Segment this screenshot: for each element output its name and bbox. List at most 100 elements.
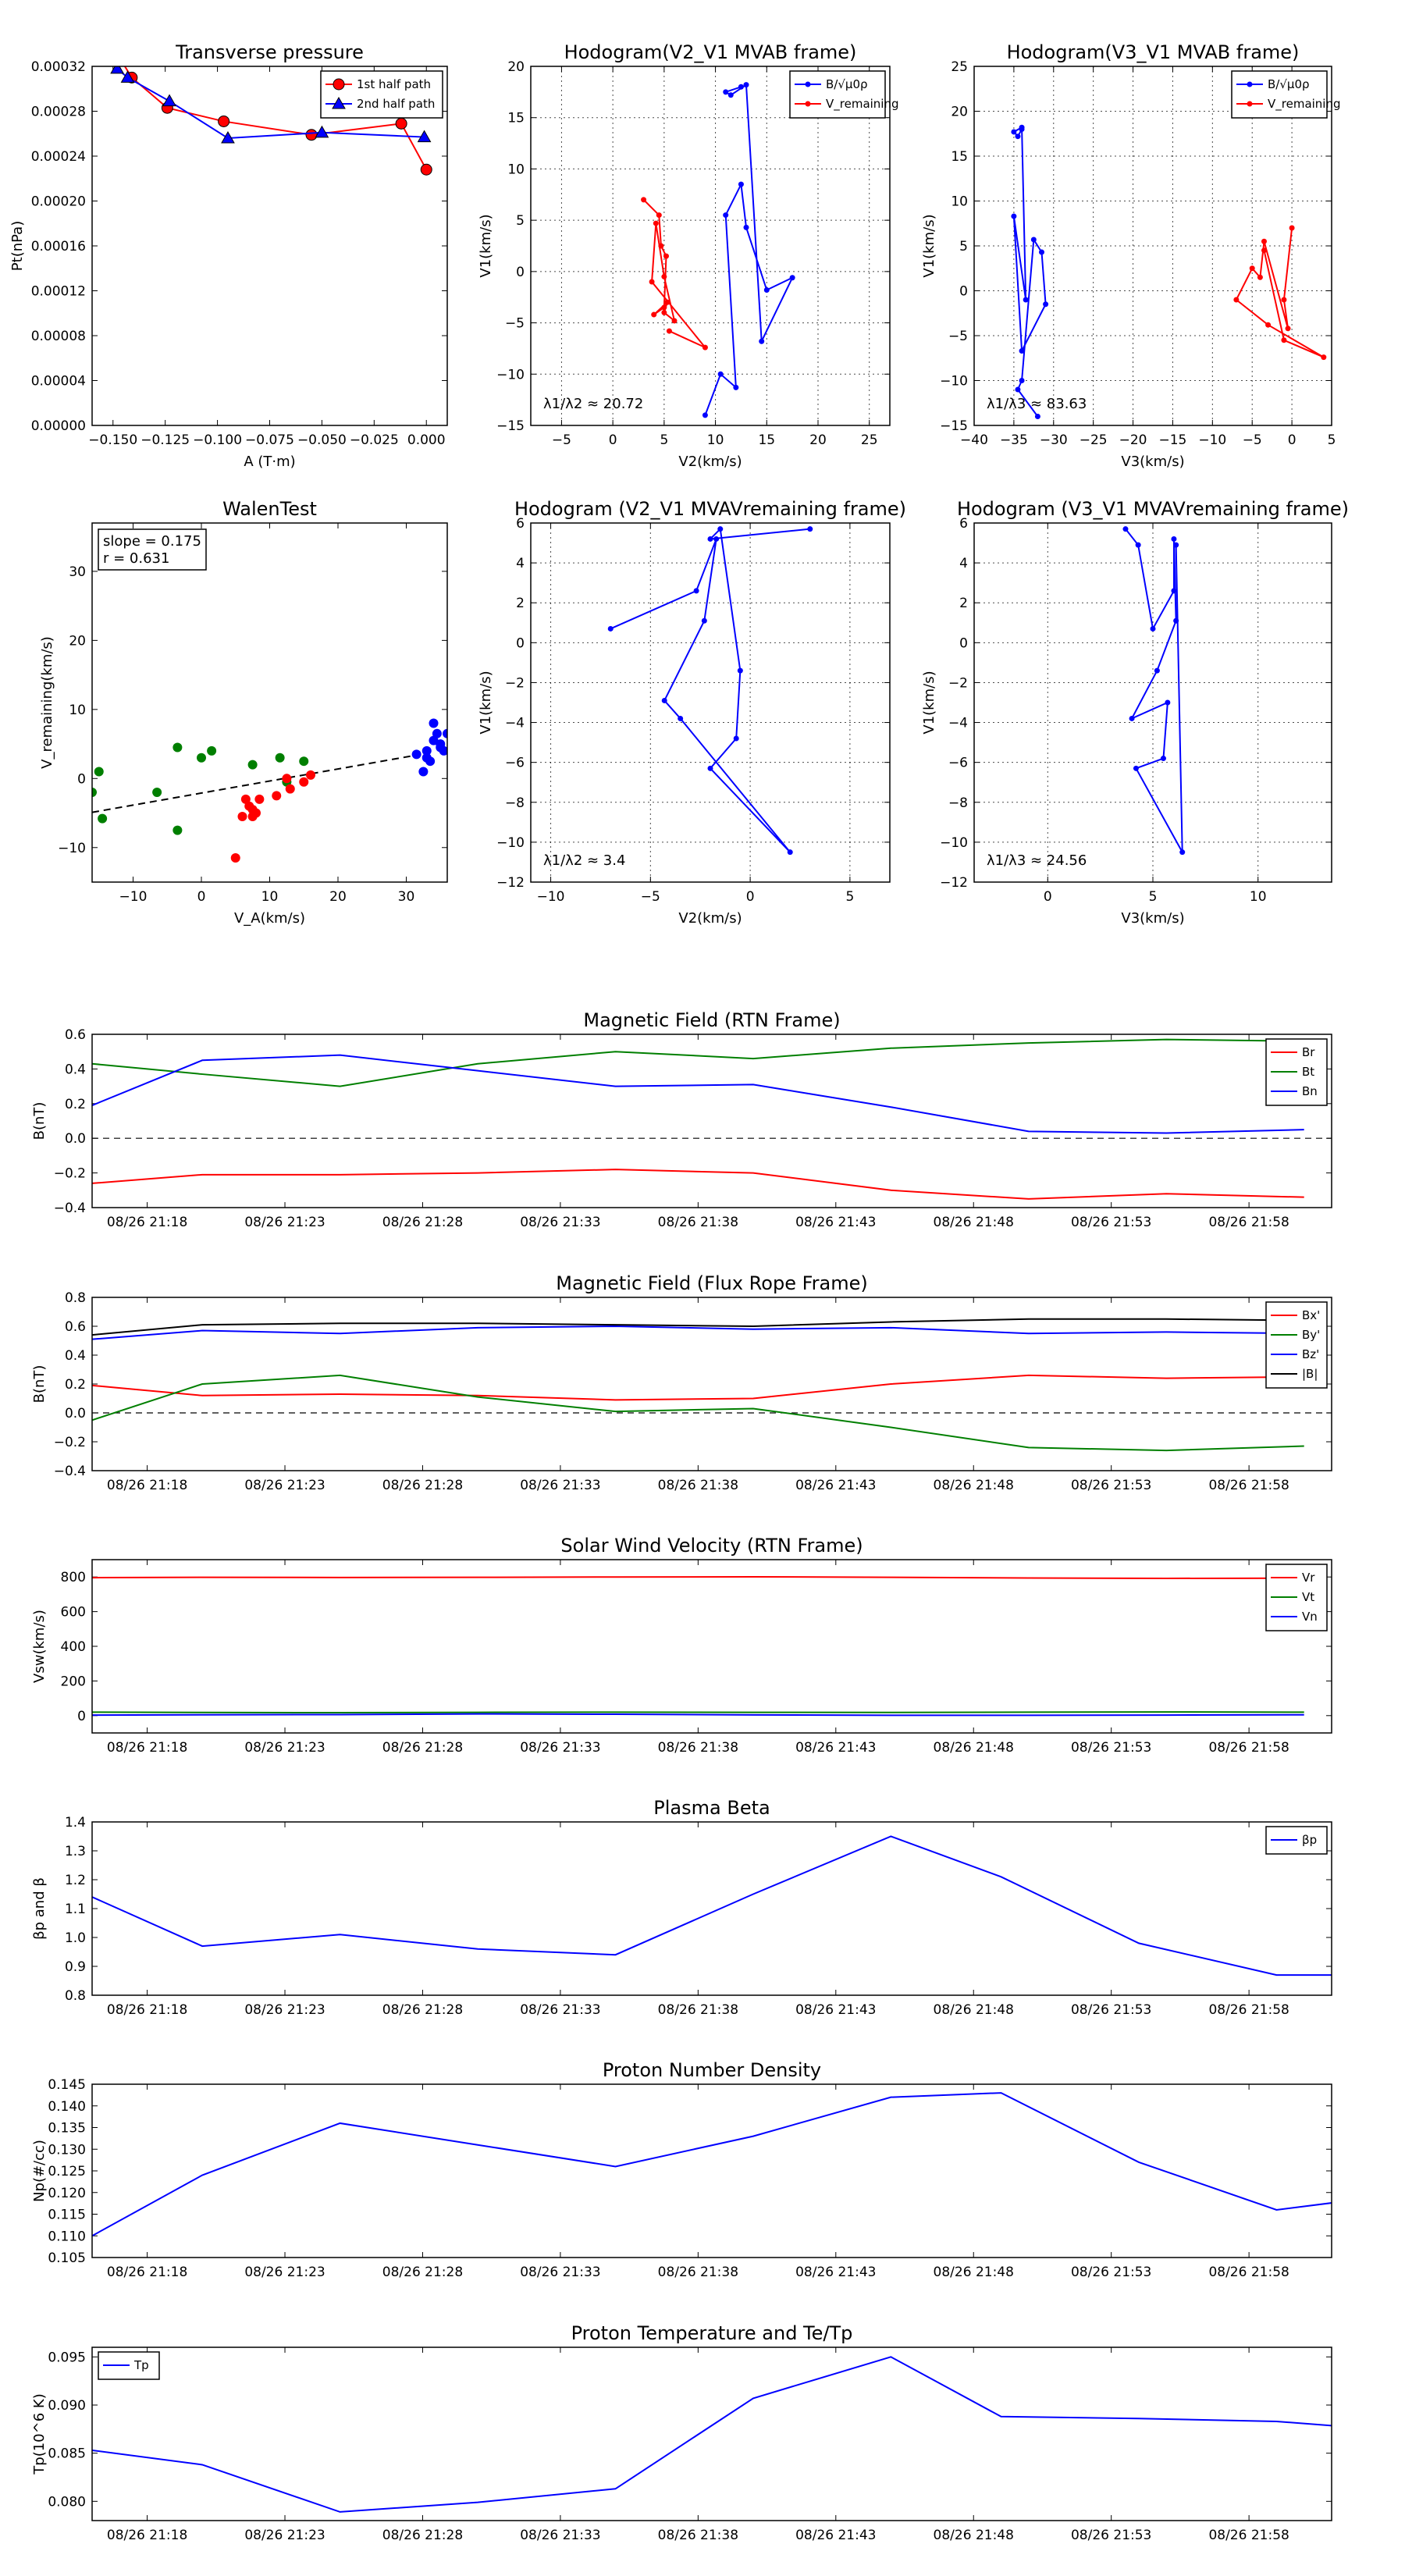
data-point	[807, 526, 813, 532]
y-tick-label: −5	[505, 316, 525, 332]
data-point	[789, 275, 795, 281]
data-point	[94, 767, 104, 777]
x-tick-label: 08/26 21:53	[1071, 2528, 1151, 2543]
y-tick-label: 6	[516, 516, 525, 532]
data-point	[306, 770, 315, 780]
x-tick-label: 08/26 21:43	[795, 2265, 876, 2280]
y-tick-label: 0	[77, 771, 86, 787]
chart-title: Plasma Beta	[653, 1797, 770, 1819]
data-point	[1034, 414, 1040, 419]
y-tick-label: 0.6	[65, 1319, 86, 1335]
x-tick-label: 10	[1250, 889, 1267, 905]
x-tick-label: 08/26 21:33	[520, 2002, 600, 2018]
plot-area	[92, 718, 447, 863]
annotation: λ1/λ3 ≈ 24.56	[987, 852, 1087, 869]
x-axis-label: V_A(km/s)	[234, 910, 305, 927]
y-tick-label: 0.140	[48, 2099, 86, 2115]
chart-10: Plasma Beta 08/26 21:18 08/26 21:23 08/26 2…	[31, 1797, 1332, 2018]
chart-1: Transverse pressure−0.150 −0.125 −0.100 −0.…	[9, 41, 448, 470]
legend: B/√μ0ρ V_remaining	[1231, 70, 1341, 119]
chart-title: Transverse pressure	[175, 41, 364, 63]
data-point	[299, 777, 309, 787]
axes-frame	[530, 66, 891, 426]
y-tick-label: 200	[61, 1674, 86, 1689]
legend-label: B/√μ0ρ	[1268, 77, 1310, 91]
chart-12: Proton Temperature and Te/Tp 08/26 21:18 0…	[31, 2322, 1332, 2543]
y-tick-label: 800	[61, 1570, 86, 1585]
x-tick-label: −5	[641, 889, 660, 905]
x-tick-label: −20	[1119, 432, 1147, 448]
x-tick-label: 08/26 21:48	[934, 2265, 1014, 2280]
data-point	[607, 625, 614, 632]
data-point	[1171, 535, 1177, 542]
x-tick-label: 08/26 21:48	[934, 1215, 1014, 1230]
x-tick-label: −0.075	[245, 432, 294, 448]
y-tick-label: −0.2	[54, 1166, 86, 1182]
data-point	[429, 718, 439, 728]
data-point	[1247, 101, 1253, 107]
data-point	[1150, 625, 1156, 632]
chart-title: Magnetic Field (RTN Frame)	[583, 1009, 840, 1031]
y-tick-label: −4	[505, 716, 525, 731]
chart-title: Hodogram (V3_V1 MVAVremaining frame)	[957, 498, 1349, 520]
data-point	[315, 125, 329, 138]
data-point	[717, 371, 724, 377]
data-point	[422, 745, 432, 756]
data-point	[651, 311, 657, 318]
plot-area	[1122, 526, 1186, 856]
data-point	[707, 535, 713, 542]
data-point	[723, 212, 729, 219]
chart-title: Hodogram(V3_V1 MVAB frame)	[1007, 41, 1300, 63]
y-tick-label: 1.4	[65, 1815, 86, 1831]
data-point	[701, 617, 707, 624]
x-tick-label: −30	[1040, 432, 1068, 448]
y-tick-label: 10	[951, 194, 968, 210]
data-point	[1257, 274, 1263, 280]
data-point	[1129, 715, 1135, 721]
y-tick-label: 15	[951, 149, 968, 165]
y-tick-label: −2	[948, 675, 968, 691]
axes-frame	[91, 1297, 1332, 1471]
x-tick-label: −10	[119, 889, 148, 905]
data-point	[173, 825, 183, 835]
x-tick-label: 08/26 21:23	[244, 2002, 325, 2018]
data-point	[787, 849, 793, 856]
y-tick-label: 0.4	[65, 1348, 86, 1364]
x-tick-label: 08/26 21:28	[382, 1740, 463, 1756]
y-tick-label: 0.00008	[31, 329, 86, 344]
x-tick-label: 08/26 21:23	[244, 1215, 325, 1230]
data-point	[663, 253, 669, 259]
data-point	[717, 526, 724, 532]
data-point	[658, 243, 664, 249]
y-tick-label: −15	[940, 418, 968, 434]
data-point	[417, 130, 432, 143]
x-tick-label: 08/26 21:23	[244, 2265, 325, 2280]
series-line	[92, 1325, 1304, 1340]
legend: Br Bt Bn	[1265, 1038, 1328, 1106]
x-tick-label: −0.050	[297, 432, 347, 448]
x-tick-label: 0.000	[407, 432, 446, 448]
data-point	[418, 767, 429, 777]
y-axis-label: B(nT)	[31, 1102, 48, 1140]
legend: Bx' By' Bz' |B|	[1265, 1301, 1328, 1389]
chart-6: Hodogram (V3_V1 MVAVremaining frame) 0 5 10…	[921, 498, 1349, 927]
chart-title: Solar Wind Velocity (RTN Frame)	[560, 1535, 863, 1557]
y-tick-label: −6	[505, 756, 525, 771]
x-tick-label: −0.125	[140, 432, 190, 448]
x-tick-label: 08/26 21:48	[934, 2002, 1014, 2018]
y-tick-label: 0.0	[65, 1131, 86, 1147]
legend-label: V_remaining	[826, 97, 899, 112]
y-tick-label: 10	[507, 162, 525, 177]
y-tick-label: 2	[516, 596, 525, 611]
y-tick-label: 0	[516, 265, 525, 280]
x-tick-label: 08/26 21:18	[107, 1215, 187, 1230]
plot-area	[607, 526, 813, 856]
axes-frame	[973, 522, 1332, 883]
y-tick-label: 6	[959, 516, 968, 532]
legend-label: Vr	[1302, 1571, 1315, 1585]
x-tick-label: 08/26 21:38	[658, 2002, 738, 2018]
x-tick-label: 0	[746, 889, 755, 905]
y-tick-label: 0.135	[48, 2121, 86, 2137]
axes-frame	[91, 1821, 1332, 1996]
x-tick-label: −10	[537, 889, 565, 905]
